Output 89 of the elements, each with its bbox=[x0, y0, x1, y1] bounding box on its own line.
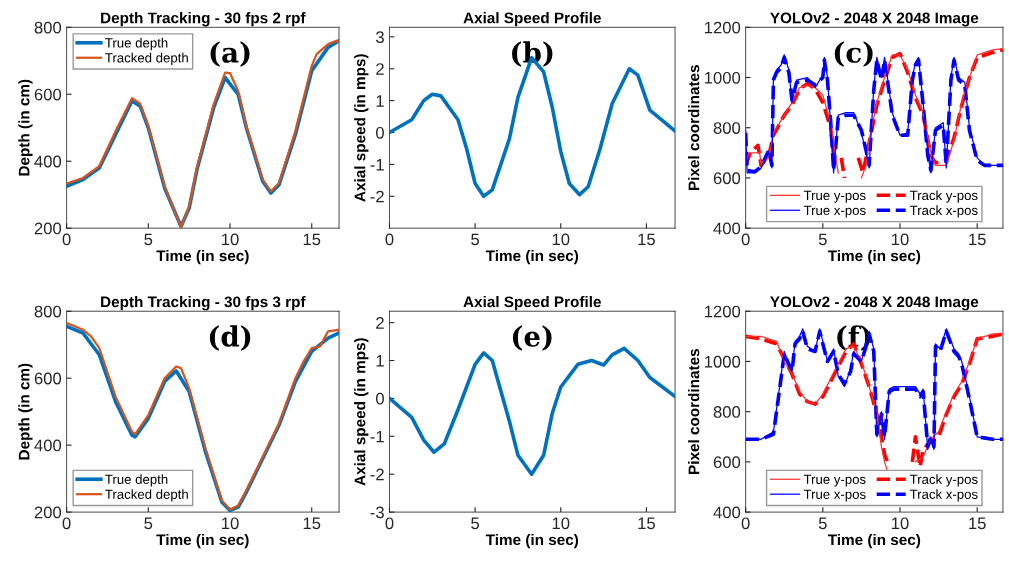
x-tick-label: 10 bbox=[552, 517, 570, 530]
x-tick-label: 0 bbox=[385, 233, 394, 246]
x-tick-label: 15 bbox=[303, 233, 321, 246]
x-tick-label: 0 bbox=[62, 233, 71, 246]
annotation: (b) bbox=[512, 41, 553, 67]
legend-label: Track x-pos bbox=[909, 489, 978, 502]
x-tick-label: 5 bbox=[818, 233, 827, 246]
legend-label: True x-pos bbox=[803, 205, 866, 218]
chart-title: Depth Tracking - 30 fps 2 rpf bbox=[101, 12, 306, 27]
y-tick-label: 800 bbox=[713, 122, 741, 134]
legend-label: Tracked depth bbox=[105, 489, 188, 502]
y-tick-label: 0 bbox=[376, 126, 384, 139]
y-tick-label: -2 bbox=[370, 468, 384, 481]
y-tick-label: 200 bbox=[34, 506, 62, 519]
chart-title: Axial Speed Profile bbox=[463, 296, 601, 311]
y-tick-label: 1 bbox=[376, 355, 384, 367]
x-tick-label: 15 bbox=[969, 517, 986, 530]
y-tick-label: 400 bbox=[713, 506, 741, 519]
annotation: (c) bbox=[834, 41, 873, 67]
x-axis-title: Time (in sec) bbox=[485, 249, 579, 265]
y-tick-label: 0 bbox=[376, 392, 384, 405]
legend-label: True depth bbox=[105, 474, 168, 487]
y-tick-label: 1200 bbox=[704, 21, 741, 34]
chart-title: Axial Speed Profile bbox=[463, 12, 601, 27]
x-tick-label: 15 bbox=[969, 233, 986, 246]
y-tick-label: 1 bbox=[376, 95, 384, 107]
x-axis-title: Time (in sec) bbox=[156, 249, 249, 265]
y-axis-title: Axial speed (in mps) bbox=[354, 338, 369, 486]
x-tick-label: 10 bbox=[222, 233, 239, 246]
x-tick-label: 10 bbox=[552, 233, 570, 246]
y-tick-label: 2 bbox=[376, 63, 384, 75]
legend-label: Track y-pos bbox=[909, 474, 978, 487]
x-tick-label: 0 bbox=[741, 233, 750, 246]
chart-title: YOLOv2 - 2048 X 2048 Image bbox=[770, 12, 979, 27]
y-tick-label: 800 bbox=[34, 21, 62, 34]
y-tick-label: 600 bbox=[713, 456, 741, 469]
x-tick-label: 10 bbox=[892, 517, 909, 530]
y-tick-label: 800 bbox=[34, 305, 62, 318]
x-tick-label: 5 bbox=[471, 233, 480, 246]
x-tick-label: 0 bbox=[62, 517, 71, 530]
x-tick-label: 5 bbox=[144, 233, 153, 246]
y-tick-label: -3 bbox=[370, 506, 384, 519]
x-axis-title: Time (in sec) bbox=[827, 249, 921, 265]
y-axis-title: Pixel coordinates bbox=[688, 349, 700, 474]
y-tick-label: 400 bbox=[34, 439, 62, 452]
y-tick-label: 200 bbox=[34, 222, 62, 235]
y-tick-label: 1000 bbox=[704, 355, 741, 368]
x-tick-label: 5 bbox=[818, 517, 827, 530]
y-tick-label: -2 bbox=[370, 190, 384, 203]
y-axis-title: Axial speed (in mps) bbox=[354, 54, 369, 202]
y-tick-label: 400 bbox=[34, 155, 62, 168]
legend-label: True y-pos bbox=[803, 190, 866, 203]
y-axis-title: Depth (in cm) bbox=[18, 79, 33, 176]
x-tick-label: 10 bbox=[892, 233, 909, 246]
legend-label: True depth bbox=[105, 37, 168, 51]
x-tick-label: 5 bbox=[144, 517, 153, 530]
legend-label: Tracked depth bbox=[105, 52, 188, 66]
x-axis-title: Time (in sec) bbox=[827, 533, 921, 549]
chart-title: Depth Tracking - 30 fps 3 rpf bbox=[101, 296, 306, 311]
y-tick-label: 1000 bbox=[704, 71, 741, 84]
x-tick-label: 5 bbox=[471, 517, 480, 530]
x-axis-title: Time (in sec) bbox=[156, 533, 249, 549]
legend-label: True x-pos bbox=[803, 489, 866, 502]
y-axis-title: Pixel coordinates bbox=[688, 65, 700, 190]
y-axis-title: Depth (in cm) bbox=[18, 363, 33, 460]
legend-label: Track x-pos bbox=[909, 205, 978, 218]
x-tick-label: 0 bbox=[385, 517, 394, 530]
y-tick-label: 1200 bbox=[704, 305, 741, 318]
y-tick-label: 600 bbox=[34, 88, 62, 101]
chart-title: YOLOv2 - 2048 X 2048 Image bbox=[770, 296, 979, 311]
x-axis-title: Time (in sec) bbox=[485, 533, 579, 549]
legend-label: Track y-pos bbox=[909, 190, 978, 203]
x-tick-label: 10 bbox=[222, 517, 239, 530]
y-tick-label: 2 bbox=[376, 317, 384, 329]
annotation: (e) bbox=[512, 325, 552, 351]
y-tick-label: -1 bbox=[370, 158, 384, 171]
x-tick-label: 15 bbox=[638, 233, 655, 246]
y-tick-label: 600 bbox=[713, 172, 741, 185]
x-tick-label: 15 bbox=[303, 517, 321, 530]
y-tick-label: 600 bbox=[34, 372, 62, 385]
x-tick-label: 0 bbox=[741, 517, 750, 530]
legend-label: True y-pos bbox=[803, 474, 866, 487]
y-tick-label: 3 bbox=[375, 31, 384, 44]
annotation: (a) bbox=[210, 41, 250, 67]
y-tick-label: 400 bbox=[713, 222, 741, 235]
x-tick-label: 15 bbox=[638, 517, 655, 530]
annotation: (d) bbox=[209, 325, 251, 351]
y-tick-label: -1 bbox=[370, 430, 384, 443]
y-tick-label: 800 bbox=[713, 406, 741, 418]
